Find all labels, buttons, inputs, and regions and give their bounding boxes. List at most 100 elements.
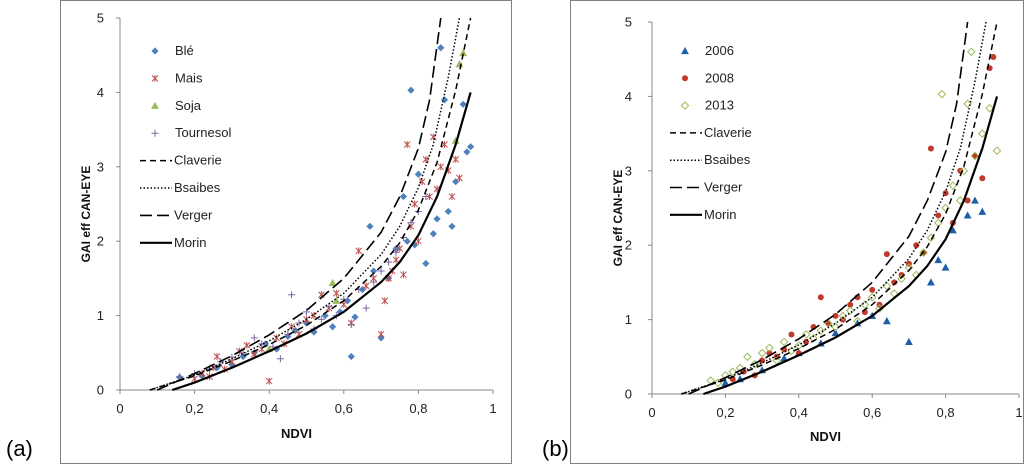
data-point-mais: [456, 174, 463, 182]
curve-verger: [156, 17, 442, 391]
data-point-2013: [860, 300, 870, 310]
data-point-2013: [845, 306, 855, 315]
data-point-mais: [362, 282, 370, 290]
y-tick-label: 2: [625, 238, 632, 253]
data-point-2013: [963, 99, 972, 109]
x-tick-label: 0,6: [863, 405, 881, 420]
data-point-mais: [418, 178, 426, 186]
data-point-2006: [971, 196, 979, 204]
data-point-bl: [347, 352, 355, 361]
legend-label-soja: Soja: [175, 98, 202, 113]
chart-frame-a: [60, 0, 512, 464]
data-point-tournesol: [377, 267, 385, 275]
data-point-2008: [990, 53, 997, 60]
data-point-mais: [422, 155, 430, 163]
data-point-2013: [816, 326, 826, 336]
x-tick-label: 0,2: [716, 405, 734, 420]
y-tick-label: 4: [625, 89, 632, 104]
data-point-2006: [963, 211, 972, 219]
data-point-bl: [467, 143, 475, 151]
x-tick-label: 0: [116, 401, 123, 416]
y-tick-label: 1: [97, 308, 104, 323]
data-point-soja: [451, 136, 460, 144]
data-point-soja: [455, 60, 464, 68]
data-point-2013: [743, 352, 752, 362]
data-point-2013: [919, 248, 928, 257]
data-point-2013: [966, 47, 976, 57]
scatter-chart-b: 0 0,2 0,4 0,6 0,8 1 0 1 2 3 4 5 NDVI GAI eff CAN-EYE 2…: [611, 15, 1023, 445]
x-tick-label: 0,2: [186, 401, 204, 416]
data-point-bl: [321, 312, 329, 320]
data-point-bl: [440, 96, 449, 104]
legend-label-mais: Mais: [175, 70, 203, 85]
data-point-2006: [934, 255, 943, 264]
legend-label-verger: Verger: [704, 180, 743, 195]
legend-label-claverie: Claverie: [174, 153, 222, 168]
data-point-mais: [381, 297, 389, 305]
y-tick-label: 3: [625, 163, 632, 178]
data-point-mais: [400, 271, 407, 279]
data-point-2006: [978, 207, 987, 215]
data-point-mais: [332, 289, 340, 297]
data-point-2006: [831, 328, 840, 337]
x-tick-label: 0: [648, 405, 655, 420]
y-tick-label: 1: [625, 312, 632, 327]
legend-label-bsaibes: Bsaibes: [174, 180, 221, 195]
series-tournesol: [176, 193, 430, 381]
data-point-2008: [979, 175, 986, 182]
data-point-tournesol: [295, 319, 303, 327]
x-axis-label: NDVI: [281, 426, 312, 441]
data-point-2008: [964, 197, 971, 204]
data-point-mais: [411, 200, 419, 208]
data-point-mais: [429, 133, 437, 141]
data-point-tournesol: [407, 219, 415, 227]
x-tick-label: 0,4: [260, 401, 278, 416]
scatter-chart-a: 0 0,2 0,4 0,6 0,8 1 0 1 2 3 4 5 NDVI GAI eff CAN-EYE B…: [79, 11, 497, 442]
curve-claverie: [149, 17, 472, 391]
data-point-tournesol: [288, 291, 296, 299]
data-point-mais: [396, 245, 404, 253]
y-tick-label: 5: [97, 11, 104, 26]
legend-label-tournesol: Tournesol: [175, 125, 231, 140]
data-point-2013: [992, 146, 1002, 156]
legend-marker-2008: [682, 75, 688, 82]
data-point-2008: [891, 279, 898, 286]
data-point-2013: [959, 166, 969, 176]
data-point-tournesol: [385, 258, 393, 266]
x-tick-label: 1: [1015, 405, 1022, 420]
legend-label-bl: Blé: [175, 43, 194, 58]
data-point-2013: [779, 337, 789, 347]
y-tick-label: 0: [625, 387, 632, 402]
data-point-2008: [927, 145, 934, 152]
data-point-2008: [869, 286, 876, 293]
x-tick-label: 0,6: [335, 401, 353, 416]
data-point-2008: [847, 301, 854, 308]
data-point-tournesol: [347, 321, 355, 329]
data-point-bl: [370, 267, 378, 275]
data-point-2013: [801, 330, 811, 339]
data-point-mais: [243, 341, 251, 349]
series-mais: [191, 133, 463, 385]
data-point-bl: [433, 215, 441, 223]
data-point-2013: [728, 367, 738, 376]
data-point-bl: [351, 313, 359, 321]
data-point-2008: [832, 312, 839, 319]
legend-label-verger: Verger: [174, 207, 213, 222]
data-point-bl: [261, 340, 270, 348]
data-point-tournesol: [250, 334, 258, 342]
data-point-2013: [897, 274, 906, 283]
y-axis-label: GAI eff CAN-EYE: [611, 170, 625, 267]
data-point-tournesol: [276, 355, 284, 363]
data-point-2013: [735, 363, 745, 373]
data-point-tournesol: [362, 304, 370, 312]
y-tick-label: 0: [97, 383, 104, 398]
data-point-2013: [838, 311, 848, 321]
y-tick-label: 3: [97, 159, 104, 174]
data-point-2008: [913, 242, 920, 249]
data-point-bl: [343, 297, 352, 305]
data-point-mais: [452, 155, 460, 163]
data-point-mais: [213, 353, 221, 361]
legend-marker-2006: [681, 46, 689, 55]
data-point-2013: [757, 348, 767, 358]
data-point-2006: [780, 354, 789, 362]
